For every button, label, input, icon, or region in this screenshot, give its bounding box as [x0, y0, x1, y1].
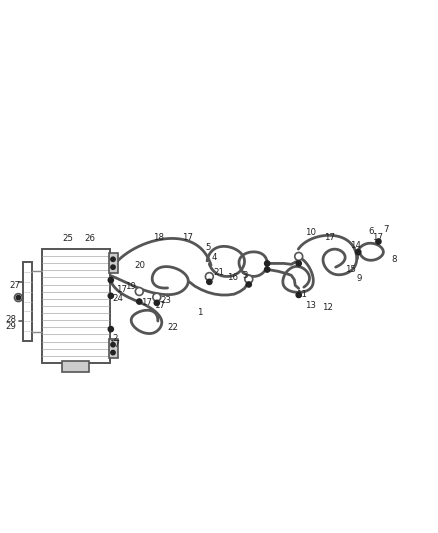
Circle shape — [153, 293, 161, 301]
Text: 16: 16 — [226, 273, 238, 282]
Circle shape — [296, 292, 301, 297]
Text: 28: 28 — [5, 314, 17, 324]
Circle shape — [108, 278, 113, 282]
Text: 17: 17 — [116, 285, 127, 294]
Circle shape — [296, 261, 301, 266]
Text: 13: 13 — [305, 302, 317, 310]
Text: 12: 12 — [322, 303, 333, 312]
Bar — [109, 253, 118, 273]
Text: 23: 23 — [160, 296, 171, 305]
Text: 2: 2 — [112, 334, 117, 343]
Bar — [62, 361, 89, 372]
Circle shape — [16, 295, 21, 300]
Circle shape — [246, 282, 251, 287]
Text: 1: 1 — [197, 308, 202, 317]
Text: 27: 27 — [10, 281, 21, 290]
Circle shape — [356, 249, 361, 255]
Text: 22: 22 — [167, 324, 179, 332]
Text: 7: 7 — [384, 225, 389, 234]
Text: 6: 6 — [369, 227, 374, 236]
Text: 5: 5 — [206, 243, 211, 252]
Circle shape — [265, 267, 270, 272]
Circle shape — [111, 343, 115, 347]
Text: 10: 10 — [305, 228, 317, 237]
Circle shape — [265, 261, 270, 266]
Text: 29: 29 — [6, 322, 16, 331]
Circle shape — [137, 299, 142, 304]
Bar — [109, 339, 118, 359]
Text: 20: 20 — [134, 261, 146, 270]
Circle shape — [14, 294, 22, 302]
Text: 9: 9 — [357, 274, 362, 283]
Text: 14: 14 — [350, 241, 361, 251]
Circle shape — [295, 253, 303, 260]
Text: 24: 24 — [112, 294, 123, 303]
Bar — [23, 262, 32, 341]
Circle shape — [135, 287, 143, 295]
Circle shape — [111, 265, 115, 269]
Text: 25: 25 — [62, 235, 74, 244]
Text: 17: 17 — [154, 302, 166, 310]
Bar — [42, 249, 110, 363]
Circle shape — [111, 257, 115, 262]
Text: 11: 11 — [296, 290, 307, 300]
Text: 3: 3 — [243, 271, 248, 280]
Text: 4: 4 — [212, 253, 217, 262]
Circle shape — [108, 327, 113, 332]
Text: 26: 26 — [84, 235, 95, 244]
Text: 21: 21 — [213, 268, 225, 277]
Circle shape — [205, 273, 213, 280]
Text: 8: 8 — [392, 255, 397, 263]
Text: 15: 15 — [345, 265, 356, 274]
Text: 19: 19 — [125, 282, 136, 290]
Text: 18: 18 — [153, 232, 164, 241]
Text: 17: 17 — [324, 232, 335, 241]
Circle shape — [154, 300, 159, 305]
Circle shape — [207, 279, 212, 285]
Circle shape — [108, 293, 113, 298]
Text: 17: 17 — [109, 340, 120, 349]
Circle shape — [111, 350, 115, 355]
Text: 17: 17 — [141, 298, 152, 308]
Text: 17: 17 — [372, 232, 383, 241]
Text: 17: 17 — [182, 232, 193, 241]
Circle shape — [245, 275, 253, 283]
Circle shape — [376, 239, 381, 244]
